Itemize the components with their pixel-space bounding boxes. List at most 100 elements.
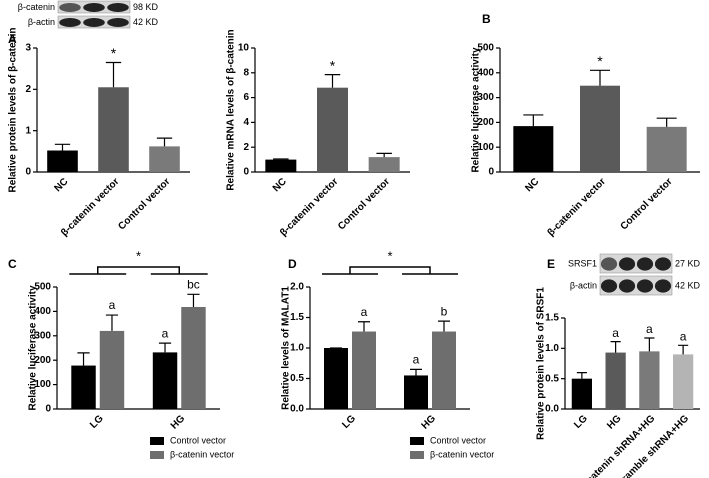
y-tick-label: 0 [45, 404, 51, 415]
bar-label: a [109, 298, 116, 312]
blot-size: 98 KD [133, 2, 159, 12]
bar [265, 159, 297, 172]
error-bar [656, 117, 677, 127]
bar-label: bc [187, 277, 200, 291]
error-bar [158, 342, 172, 353]
blot-strip [599, 253, 673, 274]
legend-label: β-catenin vector [170, 449, 234, 459]
bar-label: b [441, 304, 448, 318]
error-bar [273, 158, 289, 160]
error-bar [678, 344, 689, 355]
blot-band [83, 18, 105, 27]
bar [673, 354, 694, 409]
bar [432, 331, 456, 409]
panel-letter: B [482, 12, 491, 26]
y-tick-label: 100 [34, 379, 51, 390]
x-tick-label: LG [340, 413, 358, 431]
panel-letter: C [8, 257, 17, 271]
bracket [322, 266, 458, 275]
x-tick-label: NC [271, 176, 289, 194]
y-tick-label: 2 [243, 142, 249, 153]
y-axis-label: Relative protein levels of SRSF1 [536, 287, 547, 440]
x-tick-label: NC [52, 176, 70, 194]
x-tick-label: HG [169, 413, 188, 432]
blot-band [107, 3, 129, 12]
bar [639, 351, 660, 409]
legend-label: Control vector [170, 435, 226, 445]
bar [181, 307, 206, 409]
blot-band [83, 3, 105, 12]
bar [324, 348, 348, 409]
error-bar [644, 337, 655, 352]
blot-band [600, 279, 618, 293]
error-bar [77, 352, 90, 366]
y-tick-label: 8 [243, 67, 249, 78]
y-tick-label: 300 [34, 330, 51, 341]
bar-label: a [162, 326, 169, 340]
bracket [69, 266, 208, 275]
legend-swatch [410, 437, 424, 445]
bar-label: a [680, 329, 687, 343]
bar [71, 365, 96, 409]
bar [99, 330, 125, 409]
x-tick-label: NC [523, 176, 541, 194]
blot-label: SRSF1 [568, 258, 597, 268]
bar [605, 352, 626, 409]
x-tick-label: Control vector [619, 176, 675, 232]
blot-band [618, 257, 636, 271]
blot-band [107, 18, 129, 27]
x-tick-label: β-catenin vector [546, 176, 608, 238]
error-bar [590, 69, 610, 86]
bar-label: a [361, 305, 368, 319]
blot-band [59, 3, 81, 12]
bar [513, 126, 554, 172]
error-bar [358, 321, 370, 332]
blot-size: 42 KD [133, 17, 159, 27]
error-bar [576, 372, 587, 379]
y-tick-label: 400 [477, 67, 494, 78]
y-tick-label: 1 [25, 125, 31, 136]
error-bar [105, 61, 122, 88]
y-tick-label: 1.5 [545, 313, 559, 324]
x-tick-label: HG [605, 413, 624, 432]
x-tick-label: LG [572, 413, 590, 431]
error-bar [324, 74, 341, 88]
y-tick-label: 0.0 [545, 404, 559, 415]
bar-label: * [597, 53, 603, 69]
y-tick-label: 0.5 [290, 373, 304, 384]
y-tick-label: 1.5 [290, 312, 304, 323]
y-tick-label: 0 [25, 167, 31, 178]
y-axis-label: Relative luciferase activity [471, 47, 482, 173]
bar [580, 85, 620, 172]
blot-band [636, 279, 654, 293]
bar-label: a [612, 326, 619, 340]
y-tick-label: 300 [477, 92, 494, 103]
x-tick-label: Control vector [336, 176, 392, 232]
blot-label: β-catenin [18, 2, 55, 12]
panel-letter: E [547, 257, 555, 271]
error-bar [376, 152, 392, 158]
bar [317, 87, 348, 172]
legend-label: Control vector [430, 435, 486, 445]
panel-letter: D [288, 257, 297, 271]
blot-label: β-actin [570, 280, 597, 290]
blot-size: 27 KD [675, 258, 701, 268]
y-tick-label: 0.0 [290, 404, 304, 415]
y-tick-label: 0 [488, 167, 494, 178]
bracket-label: * [136, 248, 141, 263]
y-tick-label: 1.0 [545, 343, 559, 354]
x-tick-label: Control vector [116, 176, 172, 232]
y-axis-label: Relative levels of MALAT1 [281, 286, 292, 410]
x-tick-label: β-catenin vector [278, 176, 340, 238]
x-tick-label: HG [420, 413, 439, 432]
y-tick-label: 2 [25, 84, 31, 95]
y-tick-label: 0 [243, 167, 249, 178]
y-tick-label: 4 [243, 117, 249, 128]
bar-label: * [111, 45, 117, 61]
bar [149, 146, 180, 172]
blot-label: β-actin [28, 17, 55, 27]
y-axis-label: Relative protein levels of β-catenin [8, 27, 19, 192]
legend-swatch [410, 451, 424, 459]
bar [646, 126, 687, 172]
